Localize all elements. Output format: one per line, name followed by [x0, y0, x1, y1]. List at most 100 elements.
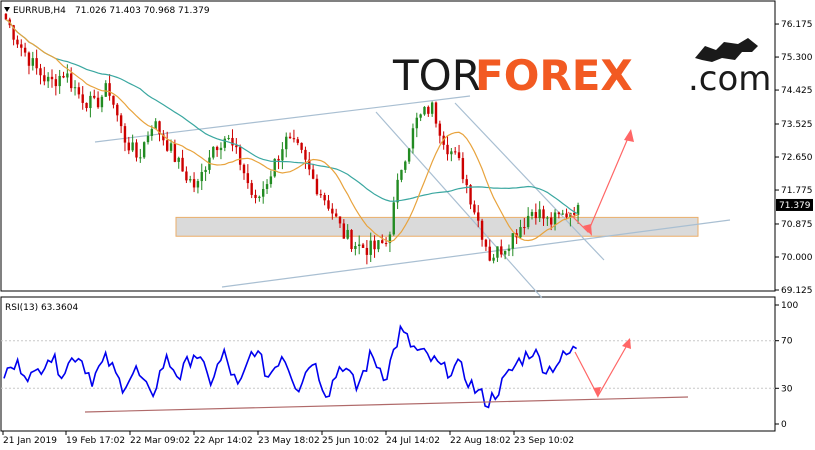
- candle-body: [334, 213, 338, 217]
- candle-body: [242, 164, 246, 174]
- candle-body: [308, 159, 311, 170]
- candle-body: [73, 87, 77, 89]
- candle-body: [496, 246, 499, 258]
- time-tick-label: 22 Apr 14:02: [194, 436, 253, 446]
- rsi-tick-label: 70: [781, 337, 793, 347]
- candle-body: [235, 145, 238, 148]
- candle-body: [265, 184, 269, 189]
- candle-body: [396, 179, 399, 203]
- candle-body: [350, 229, 353, 250]
- candle-body: [223, 138, 226, 148]
- candle-body: [108, 83, 111, 96]
- candle-body: [430, 102, 434, 114]
- candle-body: [503, 250, 507, 255]
- candle-body: [538, 209, 541, 219]
- current-price-label: 71.379: [779, 201, 811, 211]
- candle-body: [262, 188, 265, 197]
- support-zone: [175, 216, 699, 237]
- candle-body: [561, 213, 564, 215]
- candle-body: [189, 179, 192, 181]
- candle-body: [215, 146, 219, 151]
- candle-body: [12, 25, 15, 40]
- candle-body: [423, 106, 426, 115]
- candle-body: [300, 142, 303, 150]
- candle-body: [438, 123, 442, 136]
- logo-part-tor: TOR: [392, 51, 481, 100]
- price-tick-label: 70.875: [781, 220, 813, 230]
- candle-body: [254, 194, 257, 199]
- candle-body: [550, 217, 553, 225]
- candle-body: [327, 200, 330, 209]
- candle-body: [342, 223, 346, 239]
- candle-body: [319, 194, 322, 196]
- time-tick-label: 22 Mar 09:02: [130, 436, 190, 446]
- candle-body: [196, 181, 200, 188]
- price-tick-label: 73.525: [781, 120, 813, 130]
- candle-body: [480, 220, 484, 240]
- rsi-arrow-head-down-icon: [593, 387, 601, 398]
- time-tick-label: 19 Feb 17:02: [66, 436, 125, 446]
- candle-body: [81, 94, 84, 103]
- torforex-logo: TOR FOREX .com: [392, 38, 771, 100]
- time-tick-label: 21 Jan 2019: [3, 436, 57, 446]
- candle-body: [77, 87, 81, 95]
- candle-body: [407, 148, 411, 162]
- candle-body: [576, 204, 580, 215]
- candle-body: [296, 139, 299, 143]
- time-tick-label: 23 Sep 10:02: [514, 436, 574, 446]
- candle-body: [173, 143, 177, 162]
- candle-body: [465, 179, 468, 186]
- channel-upper-line: [94, 95, 471, 143]
- candle-body: [473, 204, 476, 213]
- candle-body: [557, 212, 561, 215]
- candle-body: [258, 196, 261, 199]
- dropdown-triangle-icon[interactable]: [4, 7, 10, 12]
- candle-body: [358, 244, 361, 247]
- candle-body: [281, 149, 284, 161]
- candle-body: [269, 176, 273, 185]
- price-tick-label: 69.125: [781, 286, 813, 296]
- rsi-label: RSI(13) 63.3604: [5, 303, 78, 313]
- candle-body: [219, 147, 223, 151]
- candle-body: [292, 138, 296, 140]
- candle-body: [331, 208, 334, 214]
- candle-body: [192, 179, 196, 188]
- rsi-tick-label: 30: [781, 384, 793, 394]
- time-tick-label: 22 Aug 18:02: [450, 436, 511, 446]
- descending-channel-right: [454, 102, 605, 261]
- candle-body: [246, 173, 250, 184]
- candle-body: [46, 76, 50, 82]
- moving-average-slow: [5, 19, 579, 215]
- candle-body: [546, 217, 549, 219]
- candle-body: [123, 126, 127, 143]
- candle-body: [39, 68, 42, 76]
- candle-body: [484, 239, 488, 247]
- candle-body: [411, 128, 415, 149]
- candle-body: [285, 136, 288, 150]
- candle-body: [54, 79, 58, 87]
- candle-body: [27, 52, 31, 66]
- arrow-head-up-icon: [624, 129, 634, 142]
- candle-body: [369, 240, 372, 255]
- candle-body: [4, 13, 8, 20]
- candle-body: [238, 147, 242, 165]
- candle-body: [419, 114, 422, 118]
- candle-body: [404, 161, 407, 170]
- candle-body: [457, 152, 461, 159]
- rsi-tick-label: 0: [781, 420, 787, 430]
- candle-body: [434, 102, 438, 124]
- candles: [4, 13, 580, 265]
- candle-body: [62, 75, 65, 78]
- logo-part-com: .com: [688, 59, 771, 99]
- logo-part-forex: FOREX: [475, 51, 633, 100]
- price-tick-label: 70.000: [781, 253, 813, 263]
- candle-body: [250, 183, 253, 195]
- candle-body: [166, 140, 169, 151]
- candle-body: [150, 129, 154, 136]
- candle-body: [354, 246, 357, 250]
- candle-body: [154, 121, 157, 130]
- candle-body: [477, 212, 480, 221]
- candle-body: [70, 73, 73, 89]
- rsi-trend-line: [84, 396, 689, 413]
